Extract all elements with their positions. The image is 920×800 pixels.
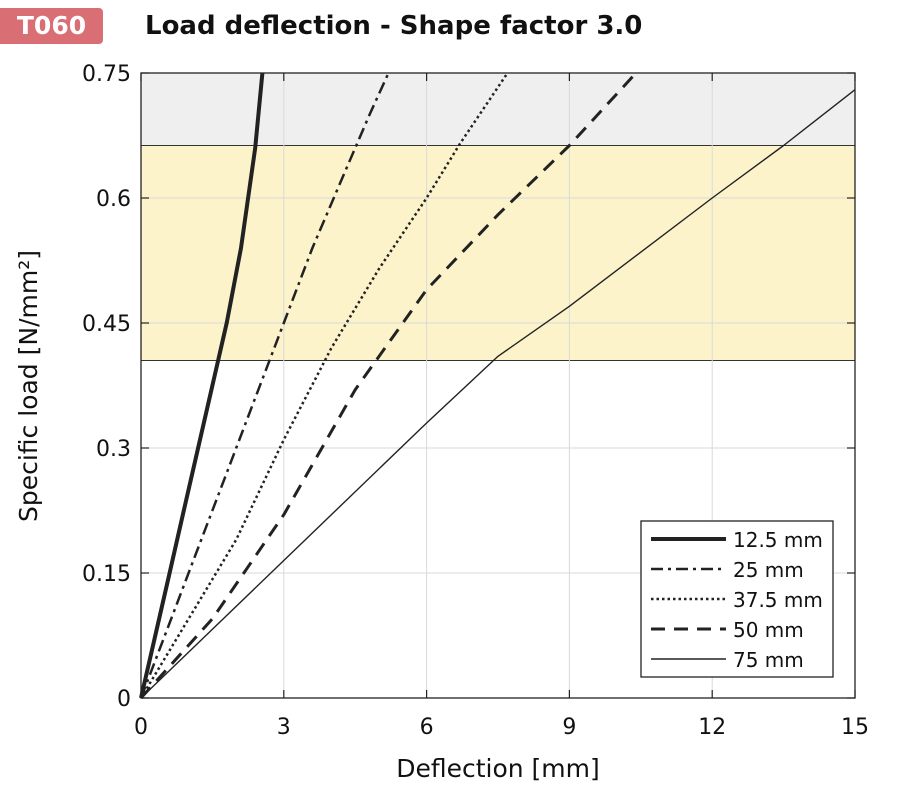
x-tick-label: 6 — [420, 715, 434, 740]
legend-label: 12.5 mm — [733, 528, 823, 552]
series-line-75-mm — [140, 89, 856, 699]
legend: 12.5 mm 25 mm 37.5 mm 50 mm 75 mm — [640, 520, 834, 678]
legend-label: 25 mm — [733, 558, 804, 582]
y-axis-label: Specific load [N/mm²] — [14, 250, 43, 522]
chart-title: Load deflection - Shape factor 3.0 — [145, 11, 643, 41]
plot-frame — [140, 72, 856, 699]
y-tick-label: 0.75 — [82, 62, 131, 87]
x-axis-label: Deflection [mm] — [396, 754, 600, 783]
y-tick-label: 0.15 — [82, 562, 131, 587]
x-tick-label: 0 — [134, 715, 148, 740]
band-gray — [141, 73, 855, 146]
series-line-12-5-mm — [139, 72, 265, 699]
series-line-25-mm — [139, 72, 390, 699]
x-tick-label: 9 — [562, 715, 576, 740]
y-tick-label: 0 — [117, 687, 131, 712]
legend-label: 37.5 mm — [733, 588, 823, 612]
series-line-50-mm — [139, 71, 638, 700]
x-tick-label: 3 — [277, 715, 291, 740]
legend-label: 75 mm — [733, 648, 804, 672]
series-lines — [139, 71, 856, 700]
x-tick-label: 12 — [698, 715, 726, 740]
y-tick-label: 0.6 — [96, 187, 131, 212]
tick-labels: 0 3 6 9 12 15 0 0.15 0.3 0.45 0.6 0.75 — [82, 62, 869, 740]
y-tick-label: 0.3 — [96, 437, 131, 462]
band-yellow — [141, 145, 855, 361]
table-code-badge: T060 — [0, 8, 103, 44]
y-tick-label: 0.45 — [82, 312, 131, 337]
axes — [140, 72, 856, 699]
series-line-37-5-mm — [139, 72, 509, 699]
legend-label: 50 mm — [733, 618, 804, 642]
x-tick-label: 15 — [841, 715, 869, 740]
